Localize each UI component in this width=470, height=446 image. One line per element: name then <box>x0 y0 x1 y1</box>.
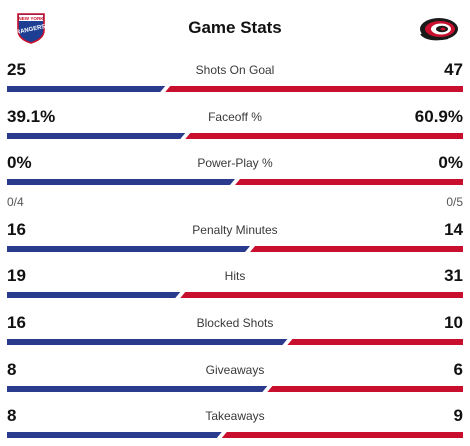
away-value: 14 <box>444 220 463 239</box>
stat-label: Hits <box>224 269 246 283</box>
stat-label: Penalty Minutes <box>192 223 278 237</box>
comparison-bar <box>7 179 463 185</box>
stat-label: Giveaways <box>205 363 265 377</box>
home-value: 19 <box>7 266 26 285</box>
away-share-bar <box>267 386 463 392</box>
comparison-bar <box>7 292 463 298</box>
home-value: 0% <box>7 153 32 172</box>
away-share-bar <box>235 179 463 185</box>
home-share-bar <box>7 179 235 185</box>
comparison-bar <box>7 386 463 392</box>
stat-label: Takeaways <box>205 409 265 423</box>
stat-row-shots-on-goal: 25 Shots On Goal 47 <box>0 60 470 100</box>
away-value: 47 <box>444 60 463 79</box>
game-stats-header: NEW YORK RANGERS Game Stats <box>0 0 470 56</box>
away-value: 0% <box>438 153 463 172</box>
stat-row-power-play: 0% Power-Play % 0% 0/4 0/5 <box>0 153 470 209</box>
away-share-bar <box>221 432 463 438</box>
away-value: 10 <box>444 313 463 332</box>
home-share-bar <box>7 86 166 92</box>
away-value: 31 <box>444 266 463 285</box>
new-york-rangers-logo-icon: NEW YORK RANGERS <box>16 13 46 44</box>
away-value: 9 <box>453 406 463 425</box>
stat-label: Shots On Goal <box>195 63 275 77</box>
away-sub-value: 0/5 <box>446 195 463 209</box>
comparison-bar <box>7 86 463 92</box>
comparison-bar <box>7 246 463 252</box>
comparison-bar <box>7 432 463 438</box>
comparison-bar <box>7 133 463 139</box>
stat-row-blocked-shots: 16 Blocked Shots 10 <box>0 313 470 353</box>
stat-label: Blocked Shots <box>196 316 274 330</box>
comparison-bar <box>7 339 463 345</box>
stat-row-hits: 19 Hits 31 <box>0 266 470 306</box>
away-value: 60.9% <box>414 107 463 126</box>
stat-label: Power-Play % <box>197 156 273 170</box>
home-share-bar <box>7 432 222 438</box>
home-value: 8 <box>7 406 17 425</box>
home-value: 16 <box>7 313 26 332</box>
home-share-bar <box>7 386 268 392</box>
home-value: 8 <box>7 360 17 379</box>
home-share-bar <box>7 339 288 345</box>
away-share-bar <box>250 246 463 252</box>
away-share-bar <box>180 292 463 298</box>
home-value: 39.1% <box>7 107 56 126</box>
stat-label: Faceoff % <box>208 110 262 124</box>
home-share-bar <box>7 246 251 252</box>
carolina-hurricanes-logo-icon <box>420 18 458 41</box>
stat-row-penalty-minutes: 16 Penalty Minutes 14 <box>0 220 470 260</box>
away-value: 6 <box>453 360 463 379</box>
stat-row-takeaways: 8 Takeaways 9 <box>0 406 470 446</box>
home-share-bar <box>7 133 186 139</box>
home-share-bar <box>7 292 181 298</box>
svg-text:NEW YORK: NEW YORK <box>18 16 44 21</box>
away-share-bar <box>165 86 463 92</box>
page-title: Game Stats <box>188 18 282 37</box>
home-value: 25 <box>7 60 26 79</box>
stat-row-giveaways: 8 Giveaways 6 <box>0 360 470 400</box>
stat-row-faceoff: 39.1% Faceoff % 60.9% <box>0 107 470 147</box>
home-value: 16 <box>7 220 26 239</box>
home-sub-value: 0/4 <box>7 195 24 209</box>
away-share-bar <box>185 133 463 139</box>
away-share-bar <box>287 339 463 345</box>
